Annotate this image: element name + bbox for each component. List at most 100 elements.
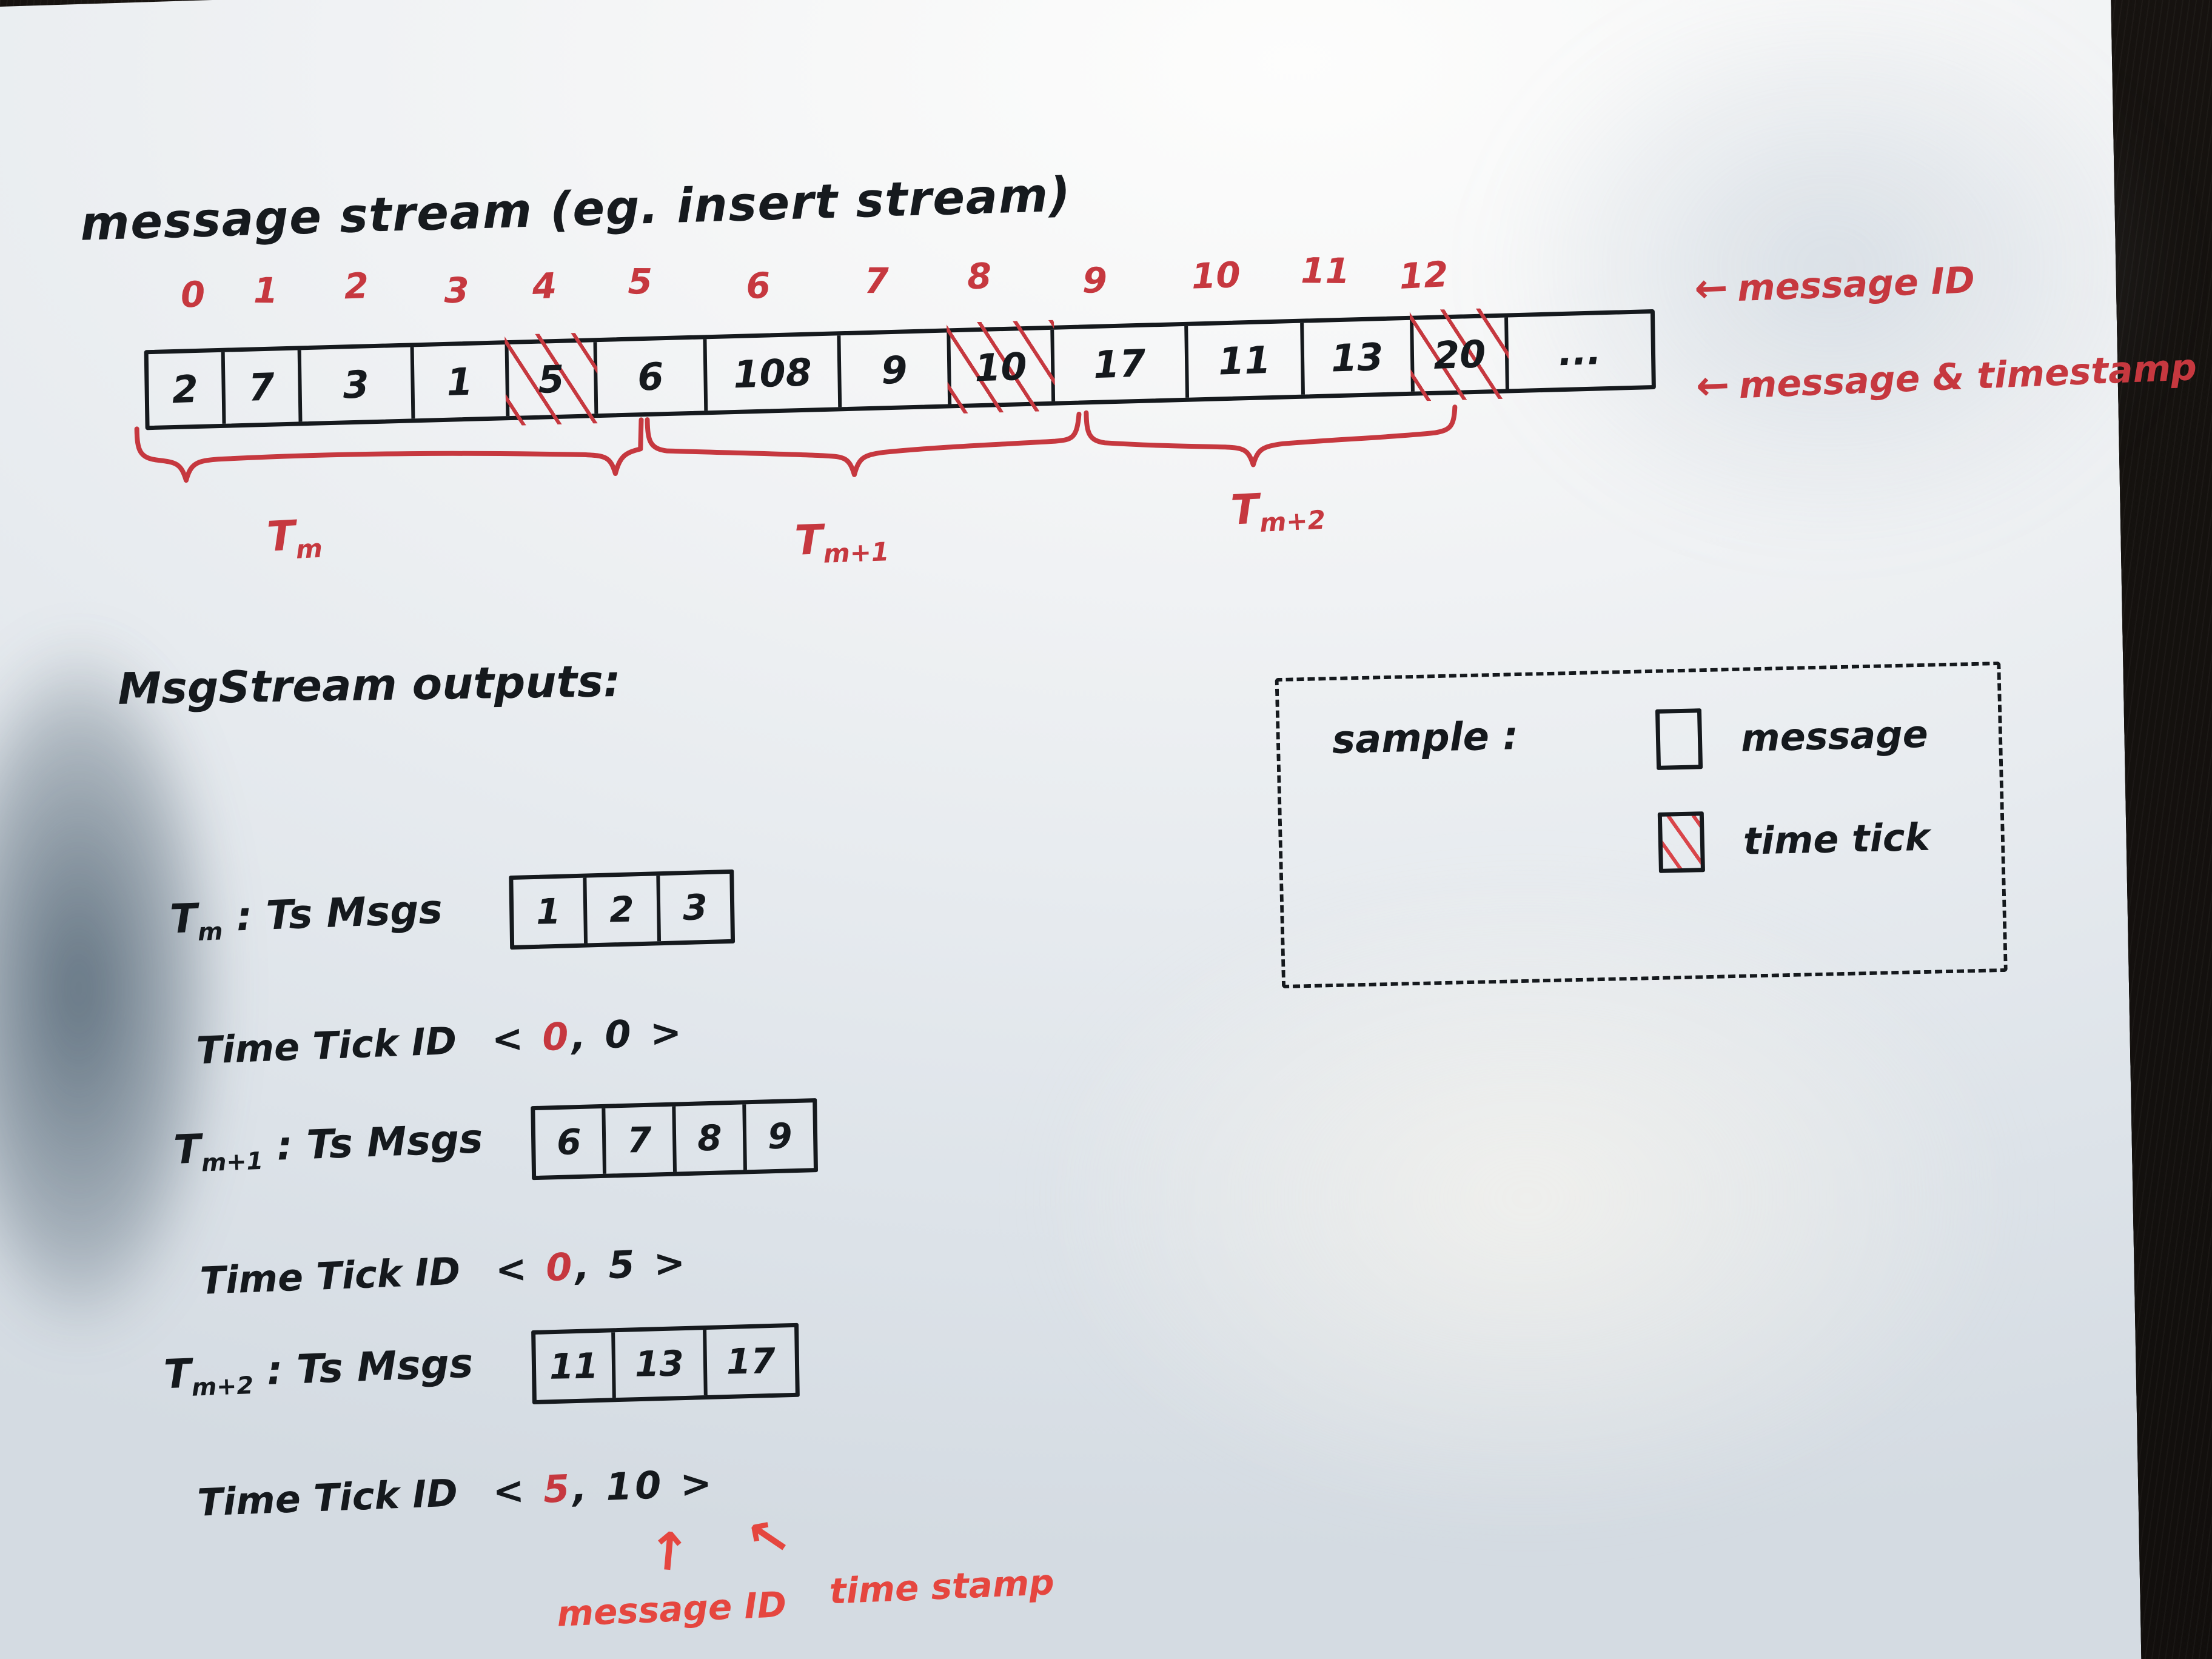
- output-msg-value: 1: [536, 890, 561, 933]
- output-group-msgs-label: Ts Msgs: [306, 1115, 484, 1168]
- stream-index-11: 11: [1300, 250, 1350, 292]
- output-group-time: T: [172, 1125, 202, 1173]
- output-msg-value: 8: [697, 1117, 722, 1159]
- tuple-open: <: [491, 1015, 543, 1062]
- output-group-label-1: Tm+1 : Ts Msgs: [173, 1115, 484, 1178]
- stream-cell-value: 108: [732, 349, 813, 397]
- diagram-title: message stream (eg. insert stream): [79, 167, 1073, 252]
- output-msg-cell: 17: [706, 1327, 796, 1395]
- tuple-message-id: 0: [545, 1244, 576, 1290]
- stream-cell-12: 20: [1413, 317, 1509, 392]
- stream-cell-6: 108: [706, 335, 842, 411]
- brace-label-sub: m+2: [1259, 504, 1327, 538]
- brace-label-2: Tm+2: [1230, 482, 1326, 539]
- output-group-separator: :: [252, 1346, 298, 1395]
- stream-cell-value: 2: [171, 366, 199, 412]
- tuple-close: >: [663, 1460, 716, 1507]
- legend-rows: message time tick: [1279, 665, 1997, 873]
- output-group-time: T: [169, 894, 198, 943]
- stream-cell-4: 5: [508, 342, 598, 417]
- stream-index-5: 5: [628, 261, 652, 303]
- annotation-message-timestamp-label: message & timestamp: [1738, 346, 2198, 407]
- annotation-message-timestamp: ← message & timestamp: [1695, 343, 2197, 409]
- time-window-braces: [134, 404, 1458, 483]
- brace-label-base: T: [266, 512, 297, 561]
- tuple-comma: ,: [571, 1013, 606, 1059]
- stream-index-3: 3: [444, 269, 469, 312]
- stream-cell-value: 10: [974, 344, 1028, 390]
- stream-index-row: 0 1 2 3 4 5 6 7 8 9 10 11 12: [156, 250, 1470, 316]
- brace-label-sub: m+1: [822, 537, 890, 569]
- output-msgs-box-2: 11 13 17: [531, 1322, 800, 1405]
- stream-index-8: 8: [966, 255, 993, 298]
- output-group-separator: :: [221, 892, 267, 941]
- stream-index-1: 1: [253, 269, 278, 312]
- stream-cell-value: 1: [446, 359, 474, 404]
- stream-cell-0: 2: [148, 352, 226, 426]
- tuple-close: >: [633, 1010, 686, 1056]
- stream-index-0: 0: [179, 273, 207, 316]
- tuple-comma: ,: [574, 1243, 609, 1289]
- tuple-open: <: [492, 1467, 545, 1513]
- stream-cell-value: 3: [342, 361, 370, 407]
- brace-label-0: Tm: [266, 511, 323, 566]
- stream-cell-5: 6: [597, 339, 708, 414]
- output-msg-cell: 13: [615, 1329, 708, 1398]
- stream-cell-value: 17: [1093, 340, 1147, 387]
- stream-cell-11: 13: [1304, 320, 1415, 395]
- brace-label-sub: m: [295, 533, 323, 565]
- stream-cell-value: 9: [880, 347, 908, 393]
- output-group-time-sub: m: [197, 917, 224, 947]
- diagonal-arrow-icon: ↖: [741, 1504, 796, 1573]
- output-msg-value: 3: [682, 886, 708, 928]
- tuple-timestamp: 5: [608, 1242, 638, 1288]
- stream-cell-value: 7: [247, 364, 276, 410]
- output-group-time-sub: m+2: [191, 1372, 254, 1402]
- output-msg-value: 7: [626, 1119, 652, 1161]
- output-msg-value: 11: [549, 1345, 599, 1387]
- legend-item-label: message: [1740, 711, 1929, 760]
- stream-cell-value: 11: [1218, 337, 1272, 384]
- legend-title: sample :: [1332, 714, 1519, 763]
- message-swatch-icon: [1655, 708, 1703, 770]
- stream-cell-10: 11: [1188, 323, 1305, 398]
- time-tick-id-line-2: Time Tick ID < 5, 10 >: [196, 1461, 716, 1525]
- output-msg-value: 9: [767, 1115, 793, 1158]
- brace-label-base: T: [794, 516, 824, 565]
- up-arrow-icon: ↑: [644, 1520, 694, 1584]
- output-group-msgs-label: Ts Msgs: [265, 885, 444, 939]
- time-tick-id-line-0: Time Tick ID < 0, 0 >: [195, 1010, 685, 1073]
- stream-index-7: 7: [864, 260, 889, 302]
- output-group-label-2: Tm+2 : Ts Msgs: [163, 1340, 474, 1403]
- output-msg-cell: 6: [535, 1108, 607, 1176]
- output-msg-cell: 8: [675, 1104, 747, 1172]
- time-tick-id-label: Time Tick ID: [195, 1018, 458, 1073]
- tuple-message-id: 5: [542, 1466, 574, 1512]
- pointer-label-timestamp: time stamp: [828, 1561, 1055, 1612]
- output-group-separator: :: [261, 1121, 307, 1170]
- output-msg-value: 2: [609, 888, 635, 931]
- tuple-message-id: 0: [541, 1014, 572, 1060]
- output-msg-cell: 2: [586, 876, 662, 943]
- stream-cell-7: 9: [840, 332, 952, 407]
- output-msgs-box-1: 6 7 8 9: [531, 1098, 819, 1181]
- stream-cell-value: 20: [1432, 331, 1487, 378]
- stream-index-2: 2: [343, 265, 370, 307]
- stream-index-12: 12: [1398, 253, 1449, 298]
- time-tick-id-tuple: < 0, 5 >: [495, 1240, 689, 1292]
- stream-cell-13: ...: [1508, 313, 1652, 389]
- stream-cell-2: 3: [301, 347, 415, 422]
- tuple-comma: ,: [571, 1464, 607, 1510]
- output-msg-value: 13: [634, 1342, 685, 1385]
- left-arrow-icon: ←: [1695, 361, 1727, 410]
- tuple-close: >: [637, 1240, 689, 1287]
- tuple-timestamp: 0: [604, 1011, 635, 1057]
- output-group-time-sub: m+1: [201, 1147, 264, 1178]
- stream-cell-value: ...: [1557, 328, 1602, 374]
- output-msg-cell: 7: [605, 1106, 677, 1174]
- output-group-msgs-label: Ts Msgs: [295, 1339, 474, 1393]
- stream-index-9: 9: [1082, 260, 1108, 301]
- output-msgs-box-0: 1 2 3: [509, 869, 736, 950]
